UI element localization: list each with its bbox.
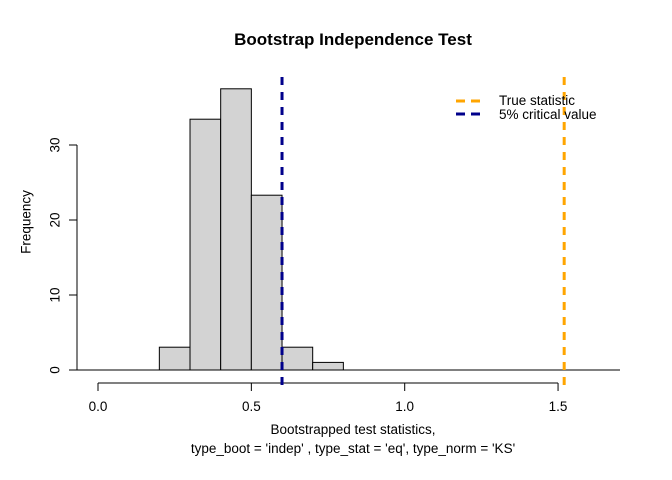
chart-title: Bootstrap Independence Test bbox=[234, 30, 472, 49]
legend: True statistic 5% critical value bbox=[456, 93, 597, 122]
legend-entry-critical-value: 5% critical value bbox=[456, 106, 597, 122]
legend-entry-true-statistic: True statistic bbox=[456, 93, 597, 109]
x-axis-caption-line2: type_boot = 'indep' , type_stat = 'eq', … bbox=[190, 441, 516, 456]
x-tick-label: 0.0 bbox=[88, 399, 108, 414]
y-tick-label: 10 bbox=[47, 287, 63, 303]
histogram-bar bbox=[189, 118, 222, 371]
y-tick-label: 30 bbox=[47, 137, 63, 153]
histogram-bar bbox=[158, 346, 191, 371]
y-tick-label: 20 bbox=[47, 212, 63, 228]
histogram-bar bbox=[281, 346, 314, 371]
x-tick-label: 1.0 bbox=[395, 399, 415, 414]
legend-label-true-statistic: True statistic bbox=[499, 93, 576, 109]
histogram-bar bbox=[312, 361, 344, 371]
legend-label-critical-value: 5% critical value bbox=[499, 106, 597, 122]
navy-dashed-line-icon bbox=[456, 112, 484, 116]
orange-dashed-line-icon bbox=[456, 99, 484, 103]
x-axis-caption-line1: Bootstrapped test statistics, bbox=[270, 422, 436, 437]
histogram-bar bbox=[220, 88, 252, 371]
x-tick-label: 1.5 bbox=[548, 399, 568, 414]
histogram-bar bbox=[250, 194, 283, 371]
y-tick-label: 0 bbox=[47, 366, 63, 374]
x-tick-label: 0.5 bbox=[241, 399, 261, 414]
